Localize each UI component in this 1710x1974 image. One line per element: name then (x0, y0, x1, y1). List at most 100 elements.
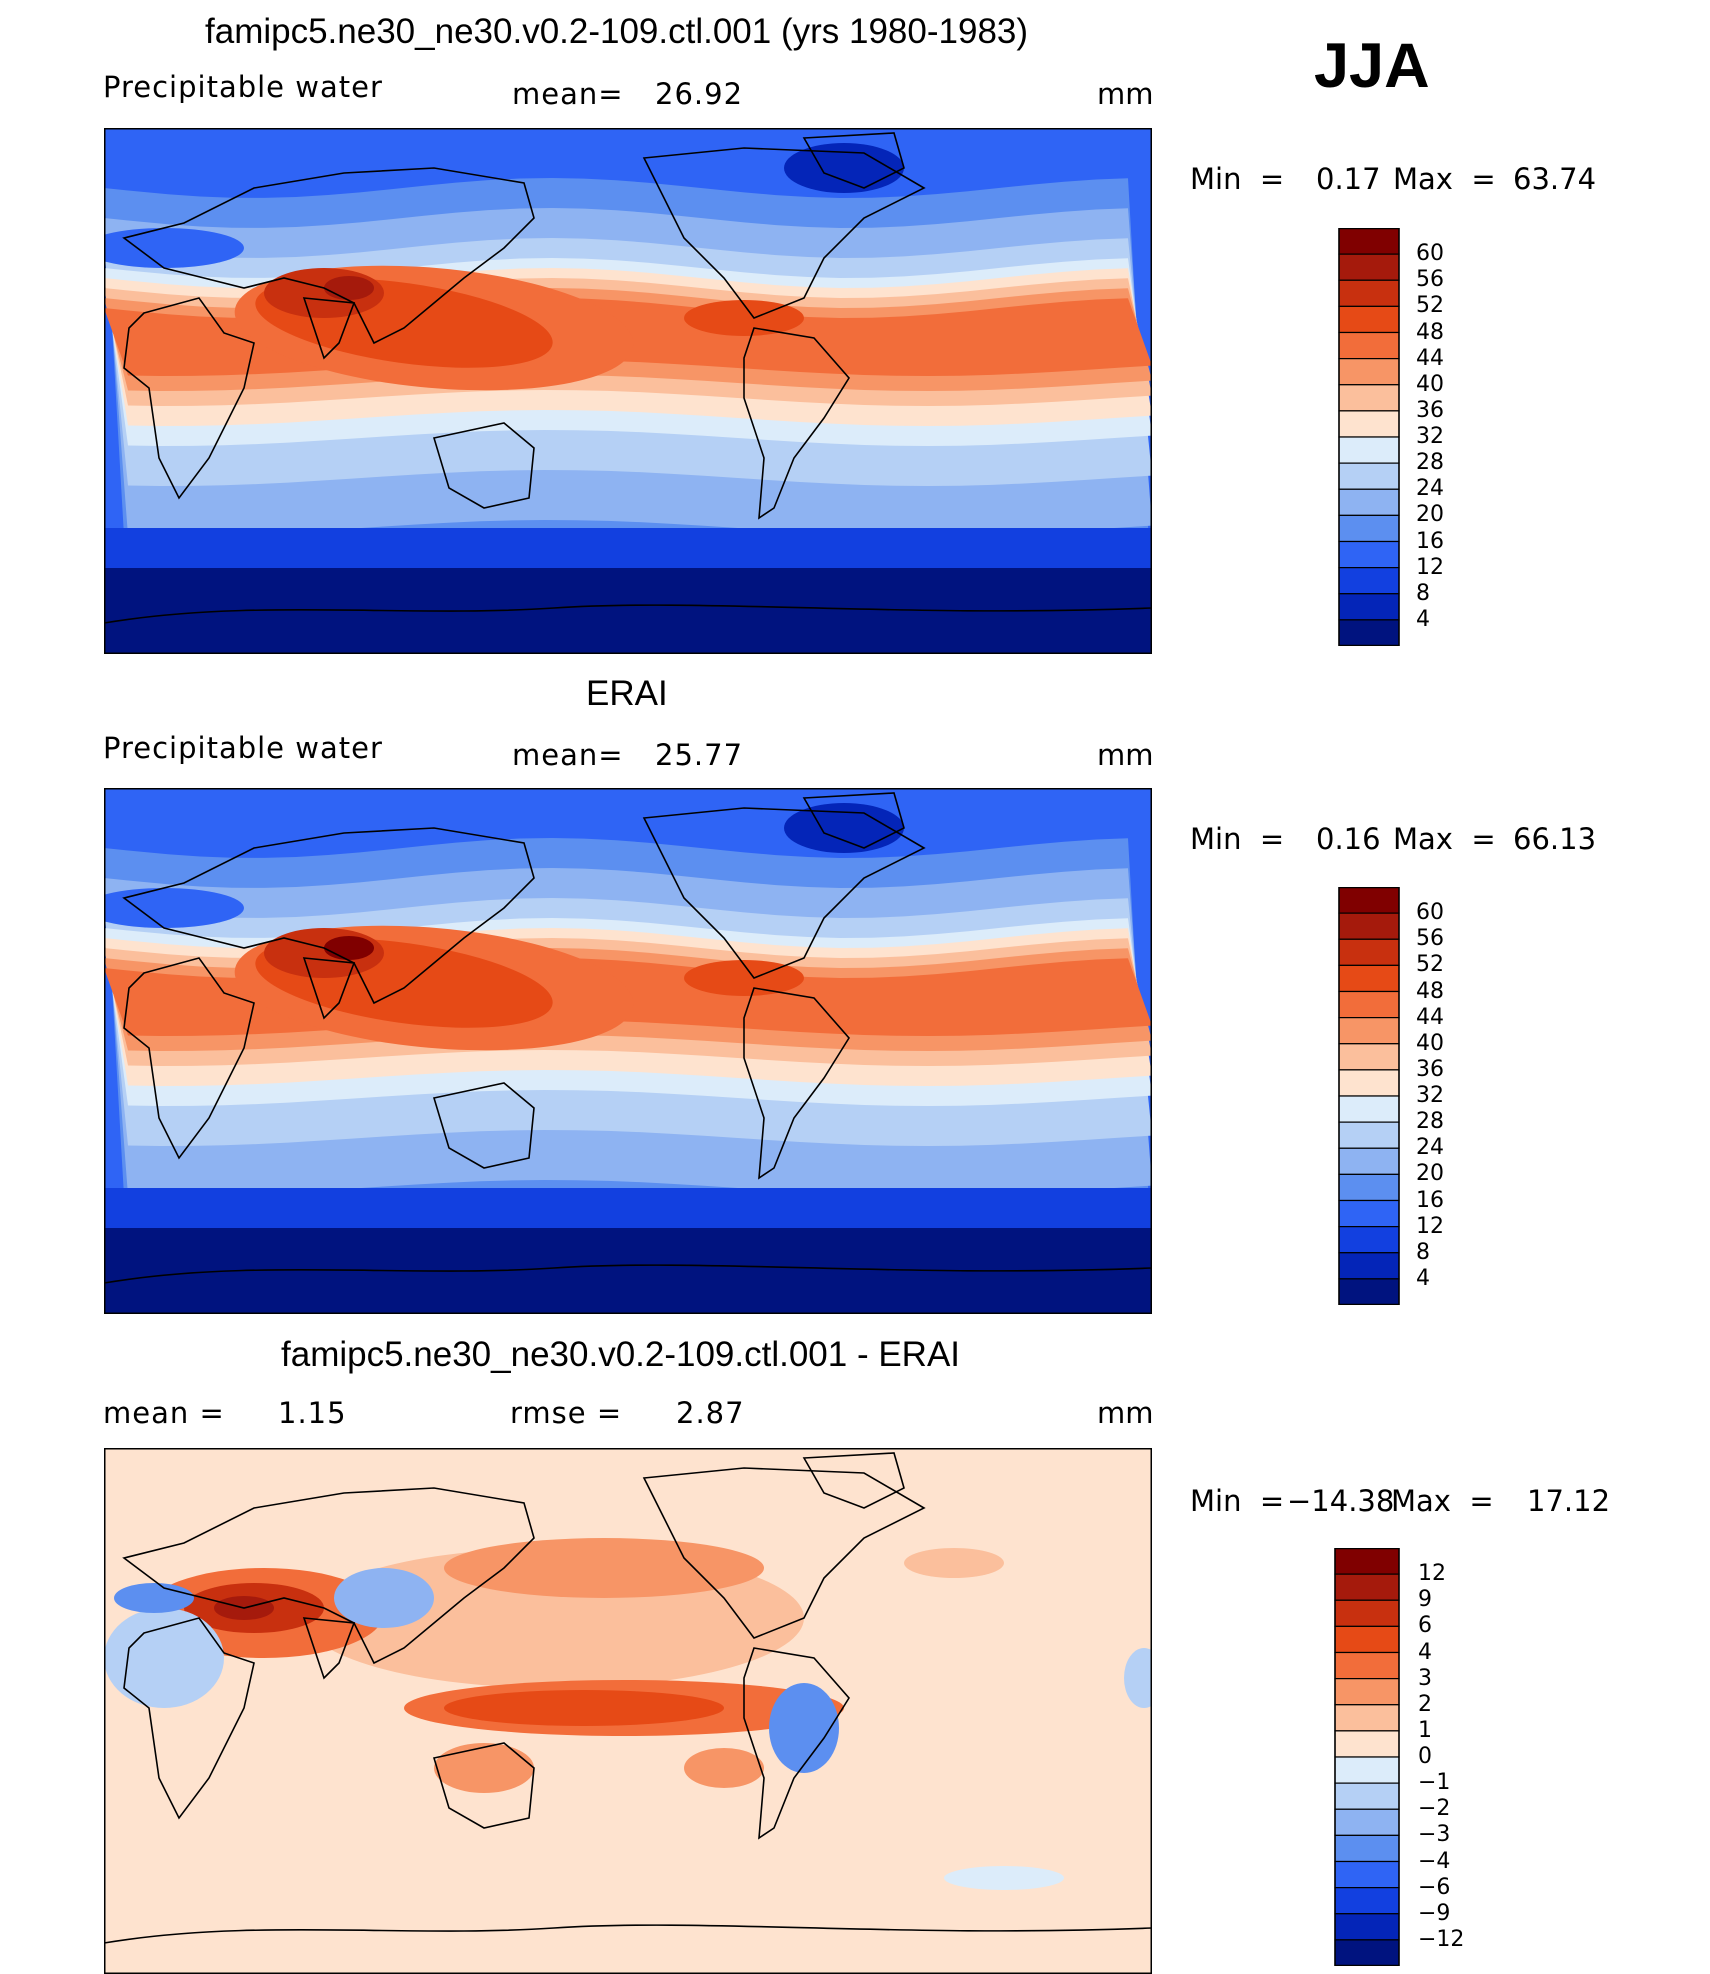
panel-model-colorbar (1338, 228, 1400, 646)
colorbar-swatch (1338, 228, 1400, 255)
colorbar-swatch (1338, 384, 1400, 412)
panel-diff-min-value: −14.38 (1287, 1484, 1395, 1518)
colorbar-tick-label: 48 (1416, 978, 1444, 1004)
colorbar-swatch (1338, 488, 1400, 516)
colorbar-tick-label: 40 (1416, 371, 1444, 397)
colorbar-tick-label: 0 (1418, 1744, 1432, 1769)
colorbar-tick-label: 8 (1416, 1239, 1430, 1265)
colorbar-tick-label: 8 (1416, 580, 1430, 606)
panel-diff-map (104, 1448, 1152, 1974)
colorbar-swatch (1338, 410, 1400, 438)
colorbar-tick-label: 4 (1418, 1639, 1432, 1665)
panel-obs-map (104, 788, 1152, 1314)
panel-obs-mean-label: mean= (512, 738, 624, 772)
colorbar-tick-label: 6 (1418, 1613, 1432, 1639)
colorbar-tick-label: 24 (1416, 476, 1444, 502)
colorbar-swatch (1338, 912, 1400, 940)
colorbar-swatch (1338, 567, 1400, 595)
panel-obs-title: ERAI (586, 674, 668, 713)
colorbar-swatch (1334, 1887, 1400, 1915)
colorbar-swatch (1338, 305, 1400, 334)
colorbar-swatch (1338, 1121, 1400, 1149)
colorbar-tick-label: −1 (1418, 1770, 1451, 1796)
colorbar-tick-label: −6 (1418, 1874, 1451, 1900)
colorbar-swatch (1334, 1860, 1400, 1889)
colorbar-tick-label: 12 (1416, 554, 1444, 580)
colorbar-swatch (1334, 1939, 1400, 1966)
panel-model-title: famipc5.ne30_ne30.v0.2-109.ctl.001 (yrs … (205, 12, 1029, 51)
panel-diff-rmse-value: 2.87 (676, 1396, 745, 1430)
season-label: JJA (1314, 31, 1430, 101)
colorbar-tick-label: −2 (1418, 1796, 1451, 1822)
colorbar-tick-label: 44 (1416, 1004, 1444, 1030)
colorbar-tick-label: 12 (1416, 1213, 1444, 1239)
panel-obs-min-label: Min = (1190, 822, 1285, 856)
colorbar-swatch (1338, 279, 1400, 307)
colorbar-tick-label: −9 (1418, 1900, 1451, 1926)
panel-model-max-label: Max = (1393, 162, 1496, 196)
colorbar-swatch (1334, 1834, 1400, 1863)
panel-model-variable: Precipitable water (103, 70, 383, 104)
colorbar-tick-label: 1 (1418, 1717, 1432, 1743)
colorbar-swatch (1338, 1017, 1400, 1045)
colorbar-tick-label: 56 (1416, 267, 1444, 293)
panel-diff-colorbar (1334, 1548, 1400, 1966)
panel-model-mean-label: mean= (512, 77, 624, 111)
panel-model-units: mm (1097, 77, 1154, 111)
colorbar-swatch (1338, 540, 1400, 569)
colorbar-tick-label: 40 (1416, 1030, 1444, 1056)
colorbar-tick-label: −3 (1418, 1822, 1451, 1848)
colorbar-swatch (1338, 887, 1400, 914)
colorbar-swatch (1338, 990, 1400, 1019)
colorbar-swatch (1338, 1147, 1400, 1175)
colorbar-swatch (1338, 964, 1400, 993)
panel-diff-units: mm (1097, 1396, 1154, 1430)
panel-obs-colorbar (1338, 887, 1400, 1305)
colorbar-swatch (1338, 358, 1400, 386)
colorbar-tick-label: 44 (1416, 345, 1444, 371)
colorbar-swatch (1338, 331, 1400, 360)
colorbar-tick-label: 4 (1416, 1265, 1430, 1291)
colorbar-swatch (1338, 593, 1400, 621)
panel-obs-max-value: 66.13 (1513, 822, 1597, 856)
colorbar-swatch (1338, 1095, 1400, 1123)
panel-diff-max-value: 17.12 (1527, 1484, 1611, 1518)
colorbar-tick-label: 4 (1416, 606, 1430, 632)
panel-obs-variable: Precipitable water (103, 731, 383, 765)
panel-diff-mean-value: 1.15 (278, 1396, 347, 1430)
panel-obs-units: mm (1097, 738, 1154, 772)
panel-model-map (104, 128, 1152, 654)
colorbar-tick-label: 28 (1416, 450, 1444, 476)
colorbar-swatch (1334, 1625, 1400, 1654)
colorbar-swatch (1338, 1199, 1400, 1228)
colorbar-swatch (1334, 1913, 1400, 1941)
colorbar-tick-label: 56 (1416, 926, 1444, 952)
panel-model-mean-value: 26.92 (655, 77, 744, 111)
colorbar-swatch (1334, 1573, 1400, 1601)
colorbar-swatch (1334, 1599, 1400, 1627)
coastlines (104, 792, 1152, 1284)
colorbar-swatch (1338, 1069, 1400, 1097)
coastlines (104, 132, 1152, 624)
panel-diff-mean-label: mean = (103, 1396, 225, 1430)
panel-model-max-value: 63.74 (1513, 162, 1597, 196)
colorbar-swatch (1338, 436, 1400, 464)
colorbar-swatch (1334, 1678, 1400, 1706)
colorbar-swatch (1338, 1278, 1400, 1305)
colorbar-swatch (1334, 1651, 1400, 1680)
panel-obs-min-value: 0.16 (1316, 822, 1381, 856)
colorbar-swatch (1334, 1808, 1400, 1836)
colorbar-tick-label: 32 (1416, 1083, 1444, 1108)
colorbar-swatch (1334, 1548, 1400, 1575)
colorbar-tick-label: 2 (1418, 1691, 1432, 1717)
colorbar-swatch (1338, 514, 1400, 543)
colorbar-swatch (1338, 1173, 1400, 1202)
panel-diff-max-label: Max = (1391, 1484, 1494, 1518)
colorbar-tick-label: 3 (1418, 1665, 1432, 1691)
colorbar-tick-label: 32 (1416, 424, 1444, 449)
colorbar-tick-label: 48 (1416, 319, 1444, 345)
colorbar-tick-label: 24 (1416, 1135, 1444, 1161)
colorbar-tick-label: 16 (1416, 1187, 1444, 1213)
colorbar-tick-label: 36 (1416, 397, 1444, 423)
colorbar-tick-label: 16 (1416, 528, 1444, 554)
